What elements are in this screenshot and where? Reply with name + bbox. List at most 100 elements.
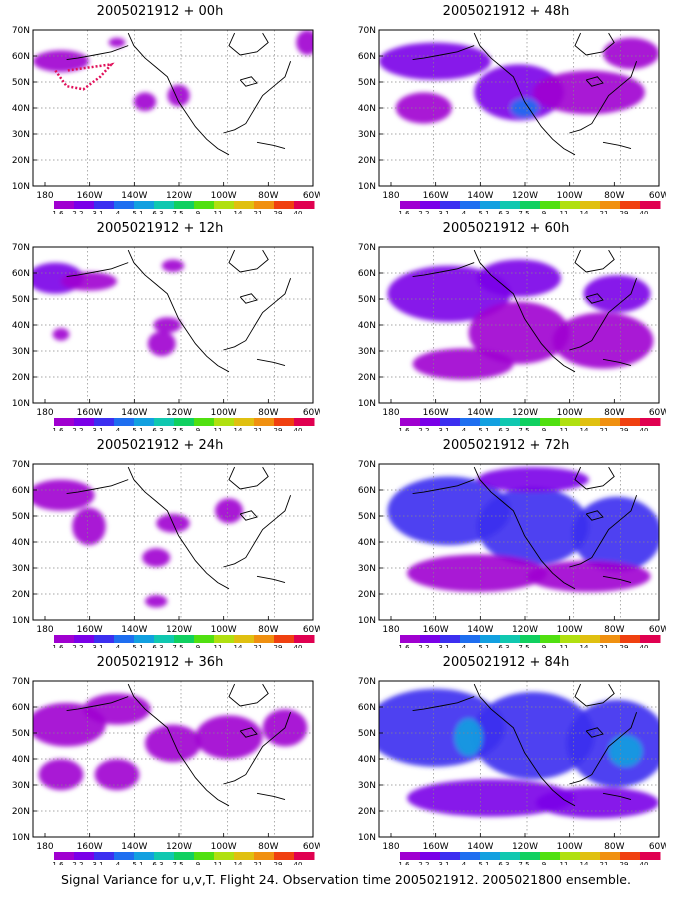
lon-tick-label: 80W [258,191,278,201]
colorbar-label: 5.1 [132,644,143,648]
colorbar-swatch [460,201,481,209]
lat-tick-label: 20N [358,156,376,166]
colorbar-swatch [580,201,601,209]
lat-tick-label: 50N [358,78,376,88]
variance-region [296,30,313,55]
colorbar-label: 21 [600,210,609,214]
lat-tick-label: 50N [12,78,30,88]
lat-tick-label: 20N [358,590,376,600]
coastline [228,466,269,490]
colorbar-swatch [620,852,641,860]
panel-title: 2005021912 + 60h [442,221,570,236]
colorbar-swatch [400,418,421,426]
colorbar-swatch [400,852,421,860]
lon-tick-label: 160W [423,842,449,852]
coastline [412,479,475,495]
variance-region [133,92,157,112]
colorbar-label: 21 [254,644,263,648]
colorbar-swatch [294,201,315,209]
colorbar-swatch [114,852,135,860]
colorbar-label: 9 [196,644,200,648]
lon-tick-label: 100W [557,191,583,201]
colorbar-swatch [420,635,441,643]
map-panel: 2005021912 + 84h 70N 60N 50N 40N 30N 20N 10N 180… [346,655,666,865]
coastline [223,61,292,134]
colorbar-swatch [234,418,255,426]
colorbar-label: 9 [542,427,546,431]
lat-tick-label: 60N [358,269,376,279]
coastline [239,76,258,87]
colorbar-label: 5.1 [478,210,489,214]
colorbar-label: 3.1 [92,210,103,214]
variance-region [608,735,643,767]
colorbar-label: 5.1 [132,861,143,865]
colorbar-label: 1.6 [398,427,410,431]
colorbar-swatch [560,201,581,209]
variance-region [33,479,95,511]
lat-tick-label: 50N [358,512,376,522]
variance-region [552,312,654,369]
colorbar-label: 9 [542,210,546,214]
colorbar-swatch [154,418,175,426]
variance-region [153,317,182,333]
colorbar-swatch [254,635,275,643]
lon-tick-label: 100W [557,408,583,418]
map-panel: 2005021912 + 48h 70N 60N 50N 40N 30N 20N 10N 180… [346,4,666,214]
lon-tick-label: 180 [36,842,53,852]
colorbar-label: 40 [294,210,303,214]
colorbar-label: 3.1 [438,210,449,214]
lat-tick-label: 50N [12,295,30,305]
colorbar-label: 14 [580,861,589,865]
colorbar-swatch [480,852,501,860]
colorbar-label: 11 [560,210,569,214]
coastline [223,495,292,568]
lon-tick-label: 160W [423,408,449,418]
lat-tick-label: 20N [12,156,30,166]
colorbar-swatch [234,201,255,209]
variance-region [142,548,171,567]
variance-region [147,331,176,357]
lon-tick-label: 140W [121,191,147,201]
coastline [228,32,269,56]
colorbar-swatch [480,201,501,209]
colorbar-label: 1.6 [398,644,410,648]
colorbar-label: 40 [640,427,649,431]
colorbar-swatch [420,201,441,209]
colorbar-label: 11 [560,644,569,648]
colorbar-label: 3.1 [92,427,103,431]
colorbar-swatch [214,418,235,426]
lat-tick-label: 20N [12,590,30,600]
panel-title: 2005021912 + 24h [96,438,224,453]
colorbar-label: 4 [116,861,121,865]
colorbar-label: 5.1 [132,210,143,214]
map-plot: 70N 60N 50N 40N 30N 20N 10N 180 160W 140W 120W 100W… [12,243,320,431]
colorbar-label: 9 [196,427,200,431]
colorbar-label: 14 [580,210,589,214]
lon-tick-label: 120W [166,625,192,635]
variance-region [603,37,659,69]
colorbar-label: 2.2 [418,427,429,431]
lat-tick-label: 50N [12,512,30,522]
coastline [585,293,604,304]
variance-region [215,498,243,524]
lat-tick-label: 10N [358,616,376,626]
lat-tick-label: 20N [358,373,376,383]
colorbar-swatch [620,635,641,643]
colorbar-swatch [254,418,275,426]
lon-tick-label: 80W [604,191,624,201]
colorbar-swatch [74,418,95,426]
lat-tick-label: 40N [12,538,30,548]
map-panel: 2005021912 + 60h 70N 60N 50N 40N 30N 20N 10N 180… [346,221,666,431]
colorbar-swatch [234,852,255,860]
colorbar-label: 4 [462,427,467,431]
colorbar-swatch [234,635,255,643]
coastline [228,683,269,707]
lat-tick-label: 60N [358,486,376,496]
panel-title: 2005021912 + 12h [96,221,224,236]
colorbar-label: 40 [294,861,303,865]
colorbar-swatch [500,852,521,860]
colorbar-swatch [274,418,295,426]
colorbar-label: 14 [580,644,589,648]
lon-tick-label: 100W [211,625,237,635]
colorbar-label: 7.5 [172,644,183,648]
